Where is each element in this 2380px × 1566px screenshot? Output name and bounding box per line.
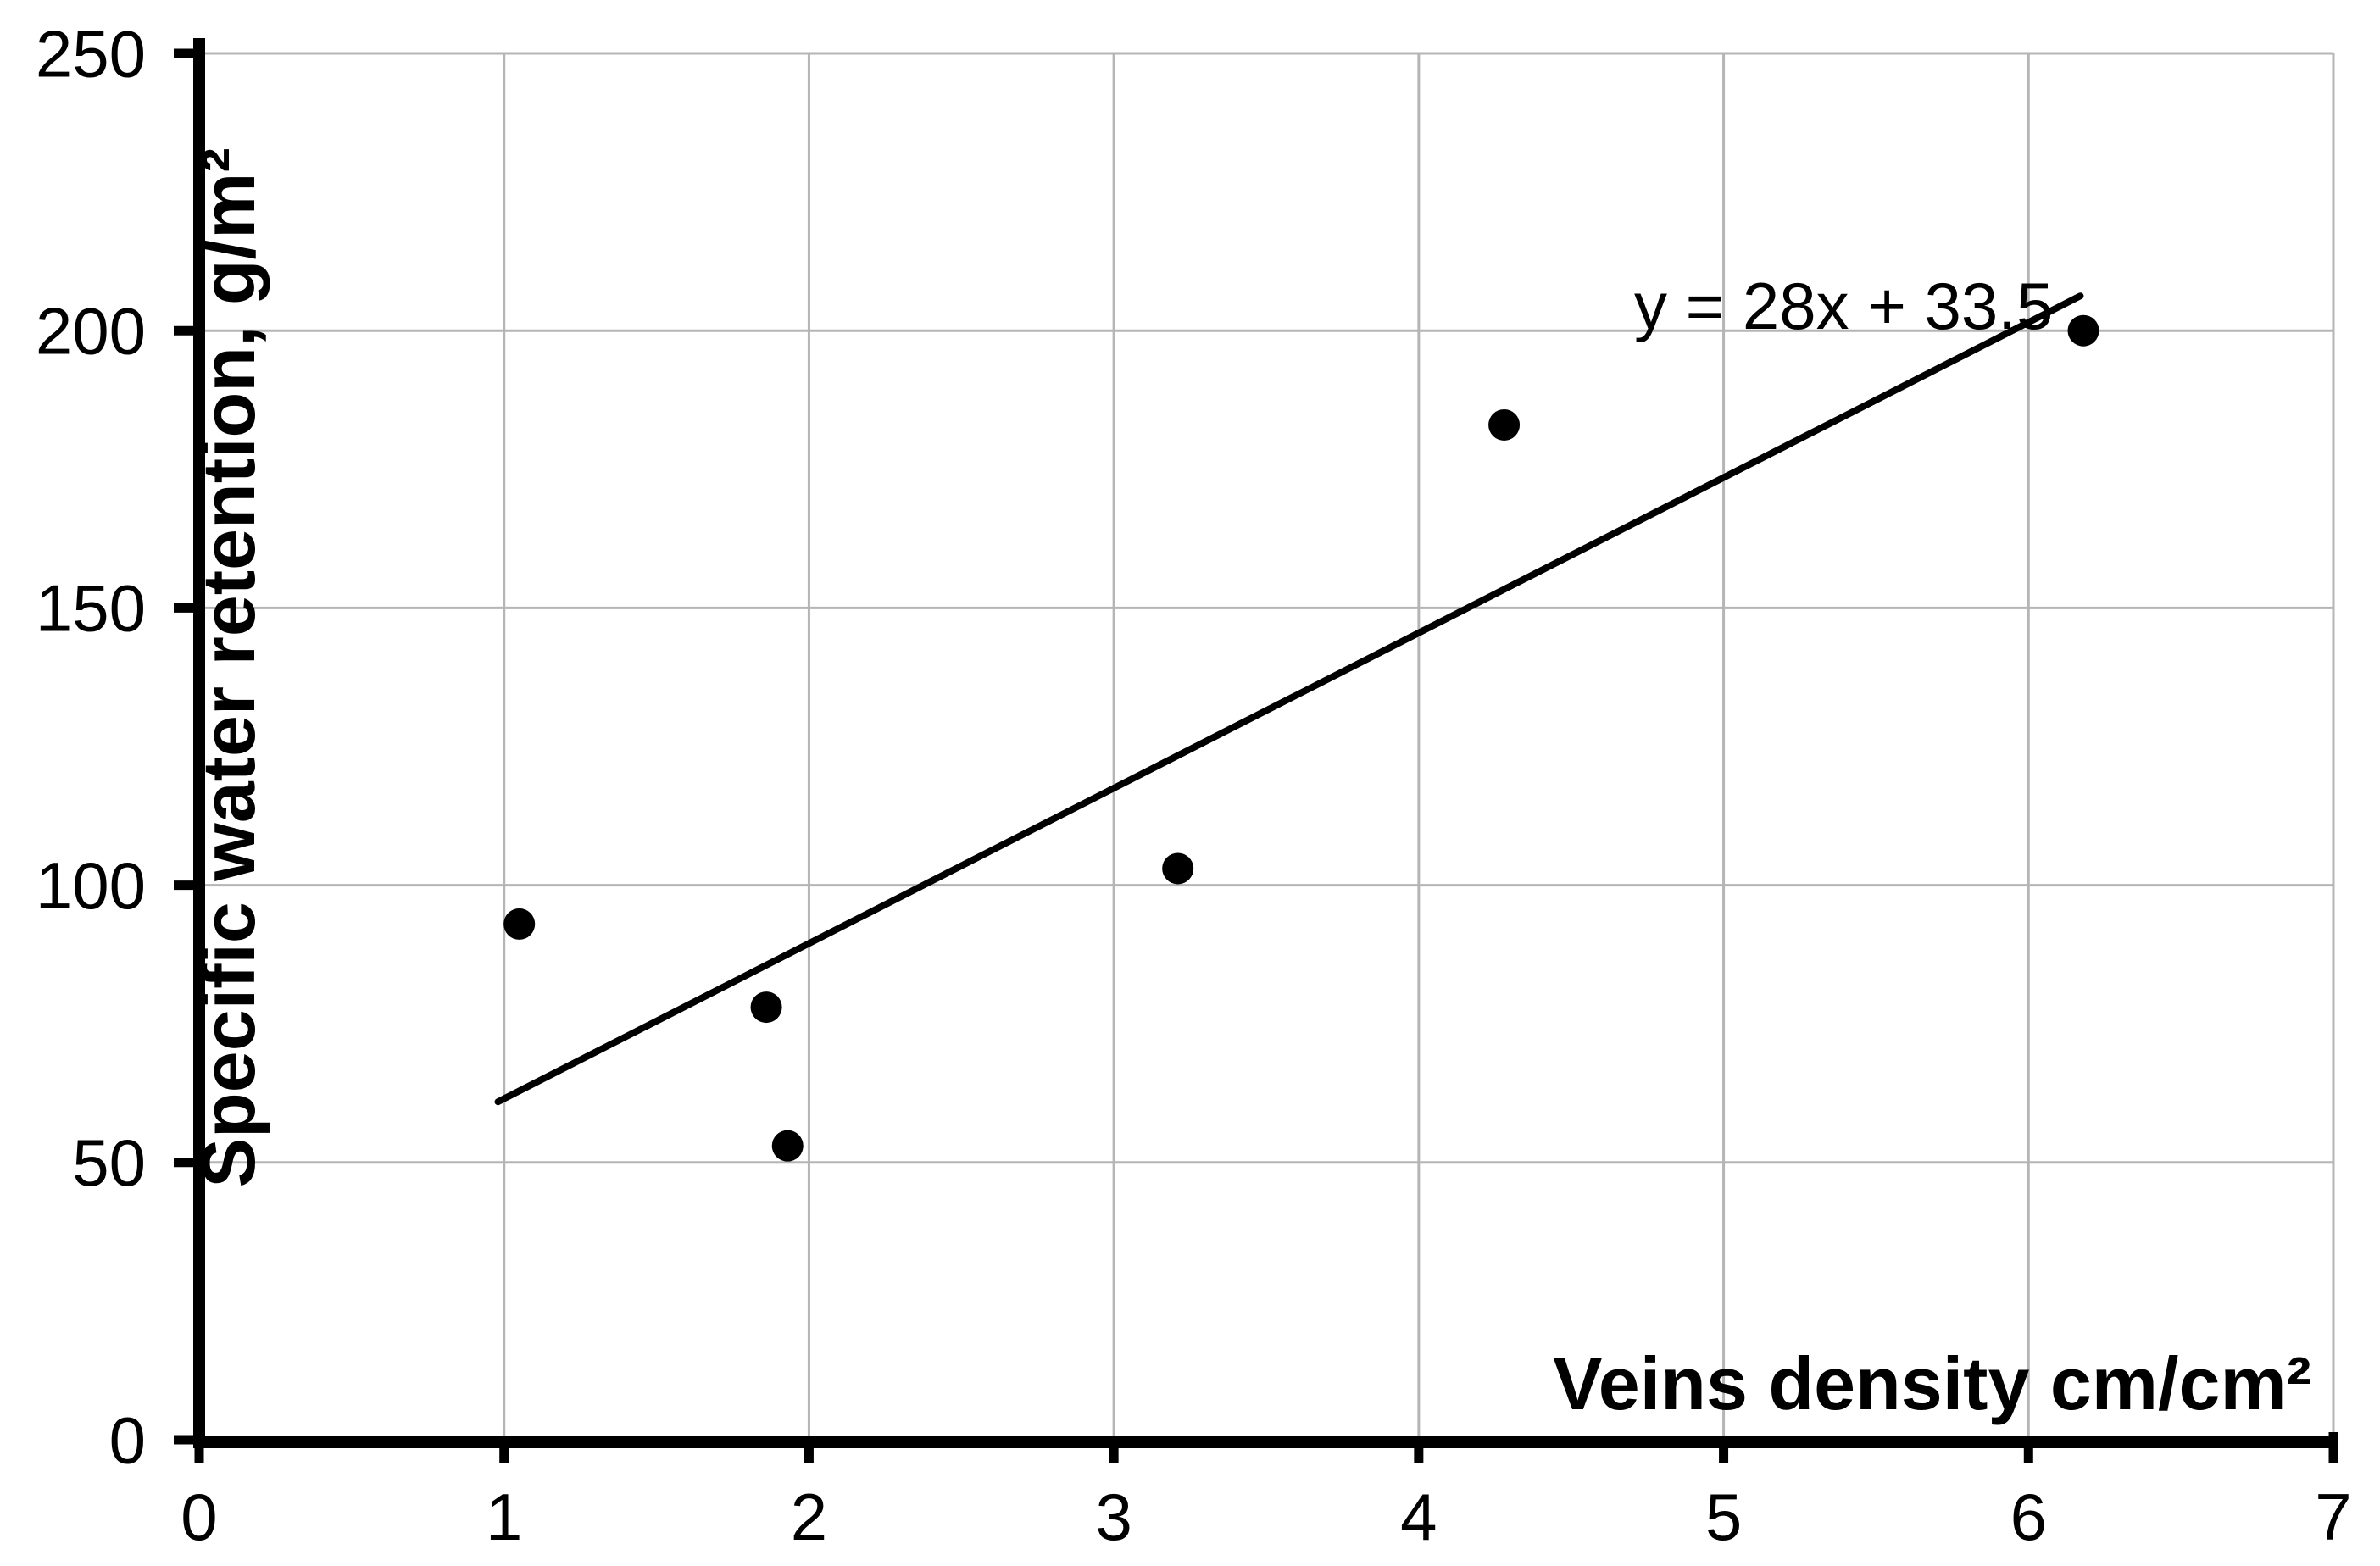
trend-line bbox=[494, 292, 2084, 1106]
y-tick-label: 100 bbox=[36, 848, 146, 923]
trendline-equation-label: y = 28x + 33.5 bbox=[1634, 269, 2053, 343]
y-tick-label: 150 bbox=[36, 571, 146, 646]
x-tick-label: 3 bbox=[1095, 1480, 1132, 1554]
y-tick-label: 200 bbox=[36, 294, 146, 369]
x-tick-label: 0 bbox=[181, 1480, 217, 1554]
x-axis-title: Veins density cm/cm² bbox=[1553, 1341, 2311, 1425]
data-point bbox=[750, 991, 782, 1024]
y-tick-labels: 0 50 100 150 200 250 bbox=[36, 16, 146, 1477]
data-point bbox=[503, 908, 536, 940]
data-points bbox=[503, 314, 2099, 1162]
x-tick-label: 1 bbox=[486, 1480, 522, 1554]
data-point bbox=[771, 1130, 804, 1162]
gridlines bbox=[199, 52, 2335, 1440]
axis-ticks bbox=[174, 48, 2338, 1463]
x-tick-label: 2 bbox=[791, 1480, 827, 1554]
axes bbox=[193, 38, 2338, 1448]
x-tick-label: 5 bbox=[1705, 1480, 1742, 1554]
y-axis-title: Specific water retention, g/m² bbox=[186, 147, 270, 1187]
trend-line-group bbox=[494, 292, 2084, 1106]
data-point bbox=[1162, 852, 1194, 885]
x-tick-label: 6 bbox=[2010, 1480, 2047, 1554]
y-tick-label: 250 bbox=[36, 16, 146, 91]
y-tick-label: 0 bbox=[109, 1402, 146, 1477]
x-tick-label: 4 bbox=[1400, 1480, 1437, 1554]
x-tick-label: 7 bbox=[2315, 1480, 2351, 1554]
data-point bbox=[1488, 408, 1521, 441]
data-point bbox=[2067, 314, 2099, 347]
y-tick-label: 50 bbox=[72, 1125, 146, 1200]
x-tick-labels: 0 1 2 3 4 5 6 7 bbox=[181, 1480, 2351, 1554]
